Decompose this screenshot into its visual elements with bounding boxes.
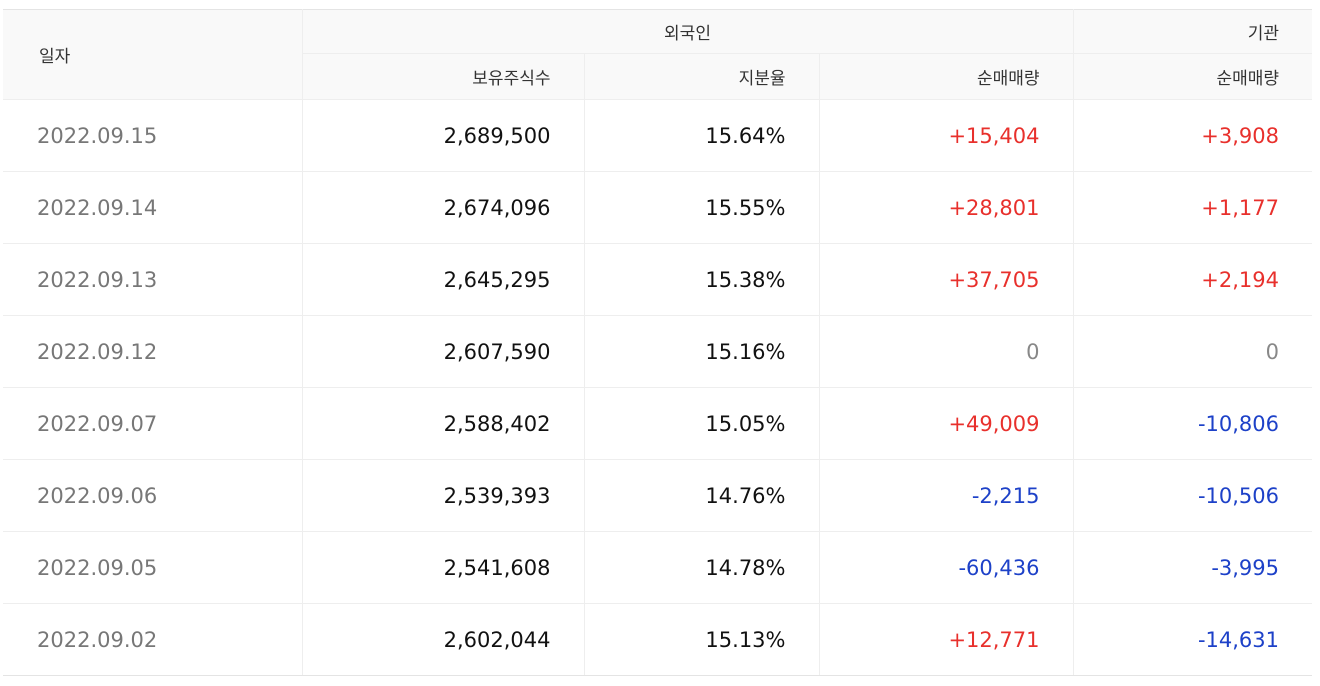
table-row: 2022.09.06 2,539,393 14.76% -2,215 -10,506 [3,459,1313,532]
cell-date: 2022.09.12 [3,315,303,388]
cell-ratio: 15.05% [584,387,820,460]
cell-institution-net: +3,908 [1073,99,1313,172]
table-row: 2022.09.15 2,689,500 15.64% +15,404 +3,908 [3,99,1313,172]
cell-foreign-net: +12,771 [819,603,1074,676]
cell-institution-net: -14,631 [1073,603,1313,676]
cell-holdings: 2,607,590 [302,315,585,388]
header-institution-net: 순매매량 [1073,53,1313,100]
cell-ratio: 14.78% [584,531,820,604]
cell-holdings: 2,674,096 [302,171,585,244]
cell-institution-net: -10,806 [1073,387,1313,460]
header-institution-group: 기관 [1073,9,1313,54]
cell-date: 2022.09.15 [3,99,303,172]
cell-date: 2022.09.02 [3,603,303,676]
header-holdings: 보유주식수 [302,53,585,100]
table-body: 2022.09.15 2,689,500 15.64% +15,404 +3,908 20… [3,99,1313,676]
cell-date: 2022.09.07 [3,387,303,460]
header-row-columns: 보유주식수 지분율 순매매량 순매매량 [3,53,1313,100]
cell-date: 2022.09.05 [3,531,303,604]
table-row: 2022.09.02 2,602,044 15.13% +12,771 -14,631 [3,603,1313,676]
cell-ratio: 15.38% [584,243,820,316]
cell-foreign-net: 0 [819,315,1074,388]
header-row-groups: 일자 외국인 기관 [3,9,1313,100]
header-foreign-group: 외국인 [302,9,1074,54]
table-row: 2022.09.07 2,588,402 15.05% +49,009 -10,806 [3,387,1313,460]
cell-institution-net: -3,995 [1073,531,1313,604]
cell-ratio: 15.55% [584,171,820,244]
cell-ratio: 15.64% [584,99,820,172]
cell-holdings: 2,602,044 [302,603,585,676]
cell-institution-net: -10,506 [1073,459,1313,532]
cell-foreign-net: +15,404 [819,99,1074,172]
header-foreign-net: 순매매량 [819,53,1074,100]
table-header: 일자 외국인 기관 보유주식수 지분율 순매매량 순매매량 [3,9,1313,100]
header-ratio: 지분율 [584,53,820,100]
cell-institution-net: +1,177 [1073,171,1313,244]
table-row: 2022.09.12 2,607,590 15.16% 0 0 [3,315,1313,388]
cell-ratio: 15.13% [584,603,820,676]
table-row: 2022.09.13 2,645,295 15.38% +37,705 +2,194 [3,243,1313,316]
table-row: 2022.09.14 2,674,096 15.55% +28,801 +1,177 [3,171,1313,244]
cell-holdings: 2,539,393 [302,459,585,532]
cell-foreign-net: -2,215 [819,459,1074,532]
cell-ratio: 15.16% [584,315,820,388]
table-row: 2022.09.05 2,541,608 14.78% -60,436 -3,995 [3,531,1313,604]
header-date: 일자 [3,9,303,100]
cell-holdings: 2,588,402 [302,387,585,460]
cell-institution-net: 0 [1073,315,1313,388]
cell-foreign-net: +28,801 [819,171,1074,244]
cell-foreign-net: -60,436 [819,531,1074,604]
cell-date: 2022.09.06 [3,459,303,532]
investor-trading-table: 일자 외국인 기관 보유주식수 지분율 순매매량 순매매량 2022.09.15… [3,9,1313,676]
investor-trading-table-container: 일자 외국인 기관 보유주식수 지분율 순매매량 순매매량 2022.09.15… [3,9,1313,676]
cell-holdings: 2,689,500 [302,99,585,172]
cell-foreign-net: +49,009 [819,387,1074,460]
cell-holdings: 2,645,295 [302,243,585,316]
cell-foreign-net: +37,705 [819,243,1074,316]
cell-institution-net: +2,194 [1073,243,1313,316]
cell-date: 2022.09.13 [3,243,303,316]
cell-date: 2022.09.14 [3,171,303,244]
cell-ratio: 14.76% [584,459,820,532]
cell-holdings: 2,541,608 [302,531,585,604]
